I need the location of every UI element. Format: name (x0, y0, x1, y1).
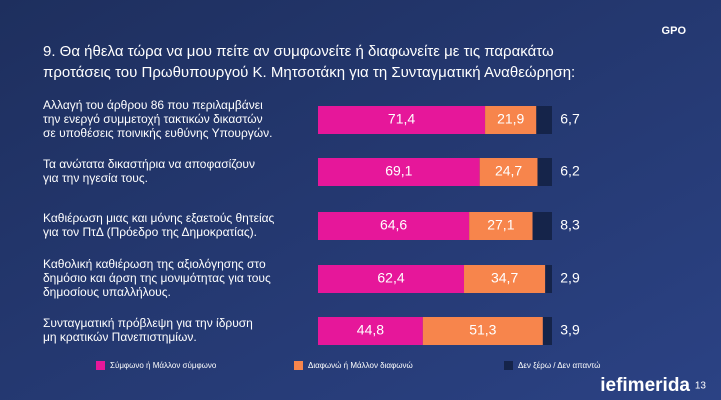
legend-label: Σύμφωνο ή Μάλλον σύμφωνο (110, 361, 217, 370)
bar-segment (479, 158, 538, 186)
bar-segment (469, 212, 533, 240)
brand: iefimerida (600, 375, 690, 396)
category-label: σε υποθέσεις ποινικής ευθύνης Υπουργών. (43, 126, 273, 140)
bar-segment (542, 317, 552, 345)
category-label: δημοσίους υπαλλήλους. (43, 285, 171, 299)
legend-swatch (504, 361, 513, 370)
category-label: μη κρατικών Πανεπιστημίων. (43, 330, 197, 344)
bar-segment (318, 317, 423, 345)
value-label: 44,8 (357, 322, 384, 338)
value-label: 2,9 (560, 270, 580, 286)
value-label: 24,7 (495, 163, 522, 179)
legend-swatch (294, 361, 303, 370)
category-label: Συνταγματική πρόβλεψη για την ίδρυση (43, 316, 253, 330)
value-label: 8,3 (560, 217, 580, 233)
legend-label: Δεν ξέρω / Δεν απαντώ (518, 361, 600, 370)
bar-segment (318, 158, 480, 186)
bar-segment (536, 106, 552, 134)
value-label: 69,1 (385, 163, 412, 179)
category-label: Καθολική καθιέρωση της αξιολόγησης στο (43, 257, 266, 271)
legend-label: Διαφωνώ ή Μάλλον διαφωνώ (308, 361, 413, 370)
category-label: για τον ΠτΔ (Πρόεδρο της Δημοκρατίας). (43, 225, 257, 239)
category-label: Αλλαγή του άρθρου 86 που περιλαμβάνει (43, 98, 263, 112)
value-label: 51,3 (469, 322, 496, 338)
category-label: Τα ανώτατα δικαστήρια να αποφασίζουν (43, 157, 255, 171)
bar-segment (537, 158, 552, 186)
bar-segment (318, 212, 470, 240)
bar-segment (464, 265, 546, 293)
value-label: 21,9 (497, 111, 524, 127)
value-label: 71,4 (388, 111, 415, 127)
bar-segment (318, 265, 465, 293)
bar-segment (485, 106, 537, 134)
value-label: 62,4 (377, 270, 404, 286)
category-label: την ενεργό συμμετοχή τακτικών δικαστών (43, 112, 263, 126)
bar-segment (318, 106, 486, 134)
value-label: 6,7 (560, 111, 580, 127)
category-label: δημόσιο και άρση της μονιμότητας για του… (43, 271, 271, 285)
value-label: 27,1 (487, 217, 514, 233)
category-label: Καθιέρωση μιας και μόνης εξαετούς θητεία… (43, 211, 275, 225)
page-number: 13 (695, 381, 707, 392)
value-label: 64,6 (380, 217, 407, 233)
category-label: για την ηγεσία τους. (43, 171, 148, 185)
bar-segment (532, 212, 552, 240)
value-label: 3,9 (560, 322, 580, 338)
logo: GPO (662, 25, 687, 37)
value-label: 6,2 (560, 163, 580, 179)
bar-segment (545, 265, 552, 293)
value-label: 34,7 (491, 270, 518, 286)
title-line: 9. Θα ήθελα τώρα να μου πείτε αν συμφωνε… (43, 43, 554, 60)
bar-segment (422, 317, 543, 345)
title-line: προτάσεις του Πρωθυπουργού Κ. Μητσοτάκη … (43, 64, 575, 81)
legend-swatch (96, 361, 105, 370)
